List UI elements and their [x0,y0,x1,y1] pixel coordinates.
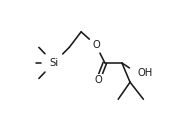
Text: Si: Si [49,58,58,68]
Text: OH: OH [138,68,153,78]
Text: O: O [94,75,102,85]
Text: O: O [92,40,100,50]
